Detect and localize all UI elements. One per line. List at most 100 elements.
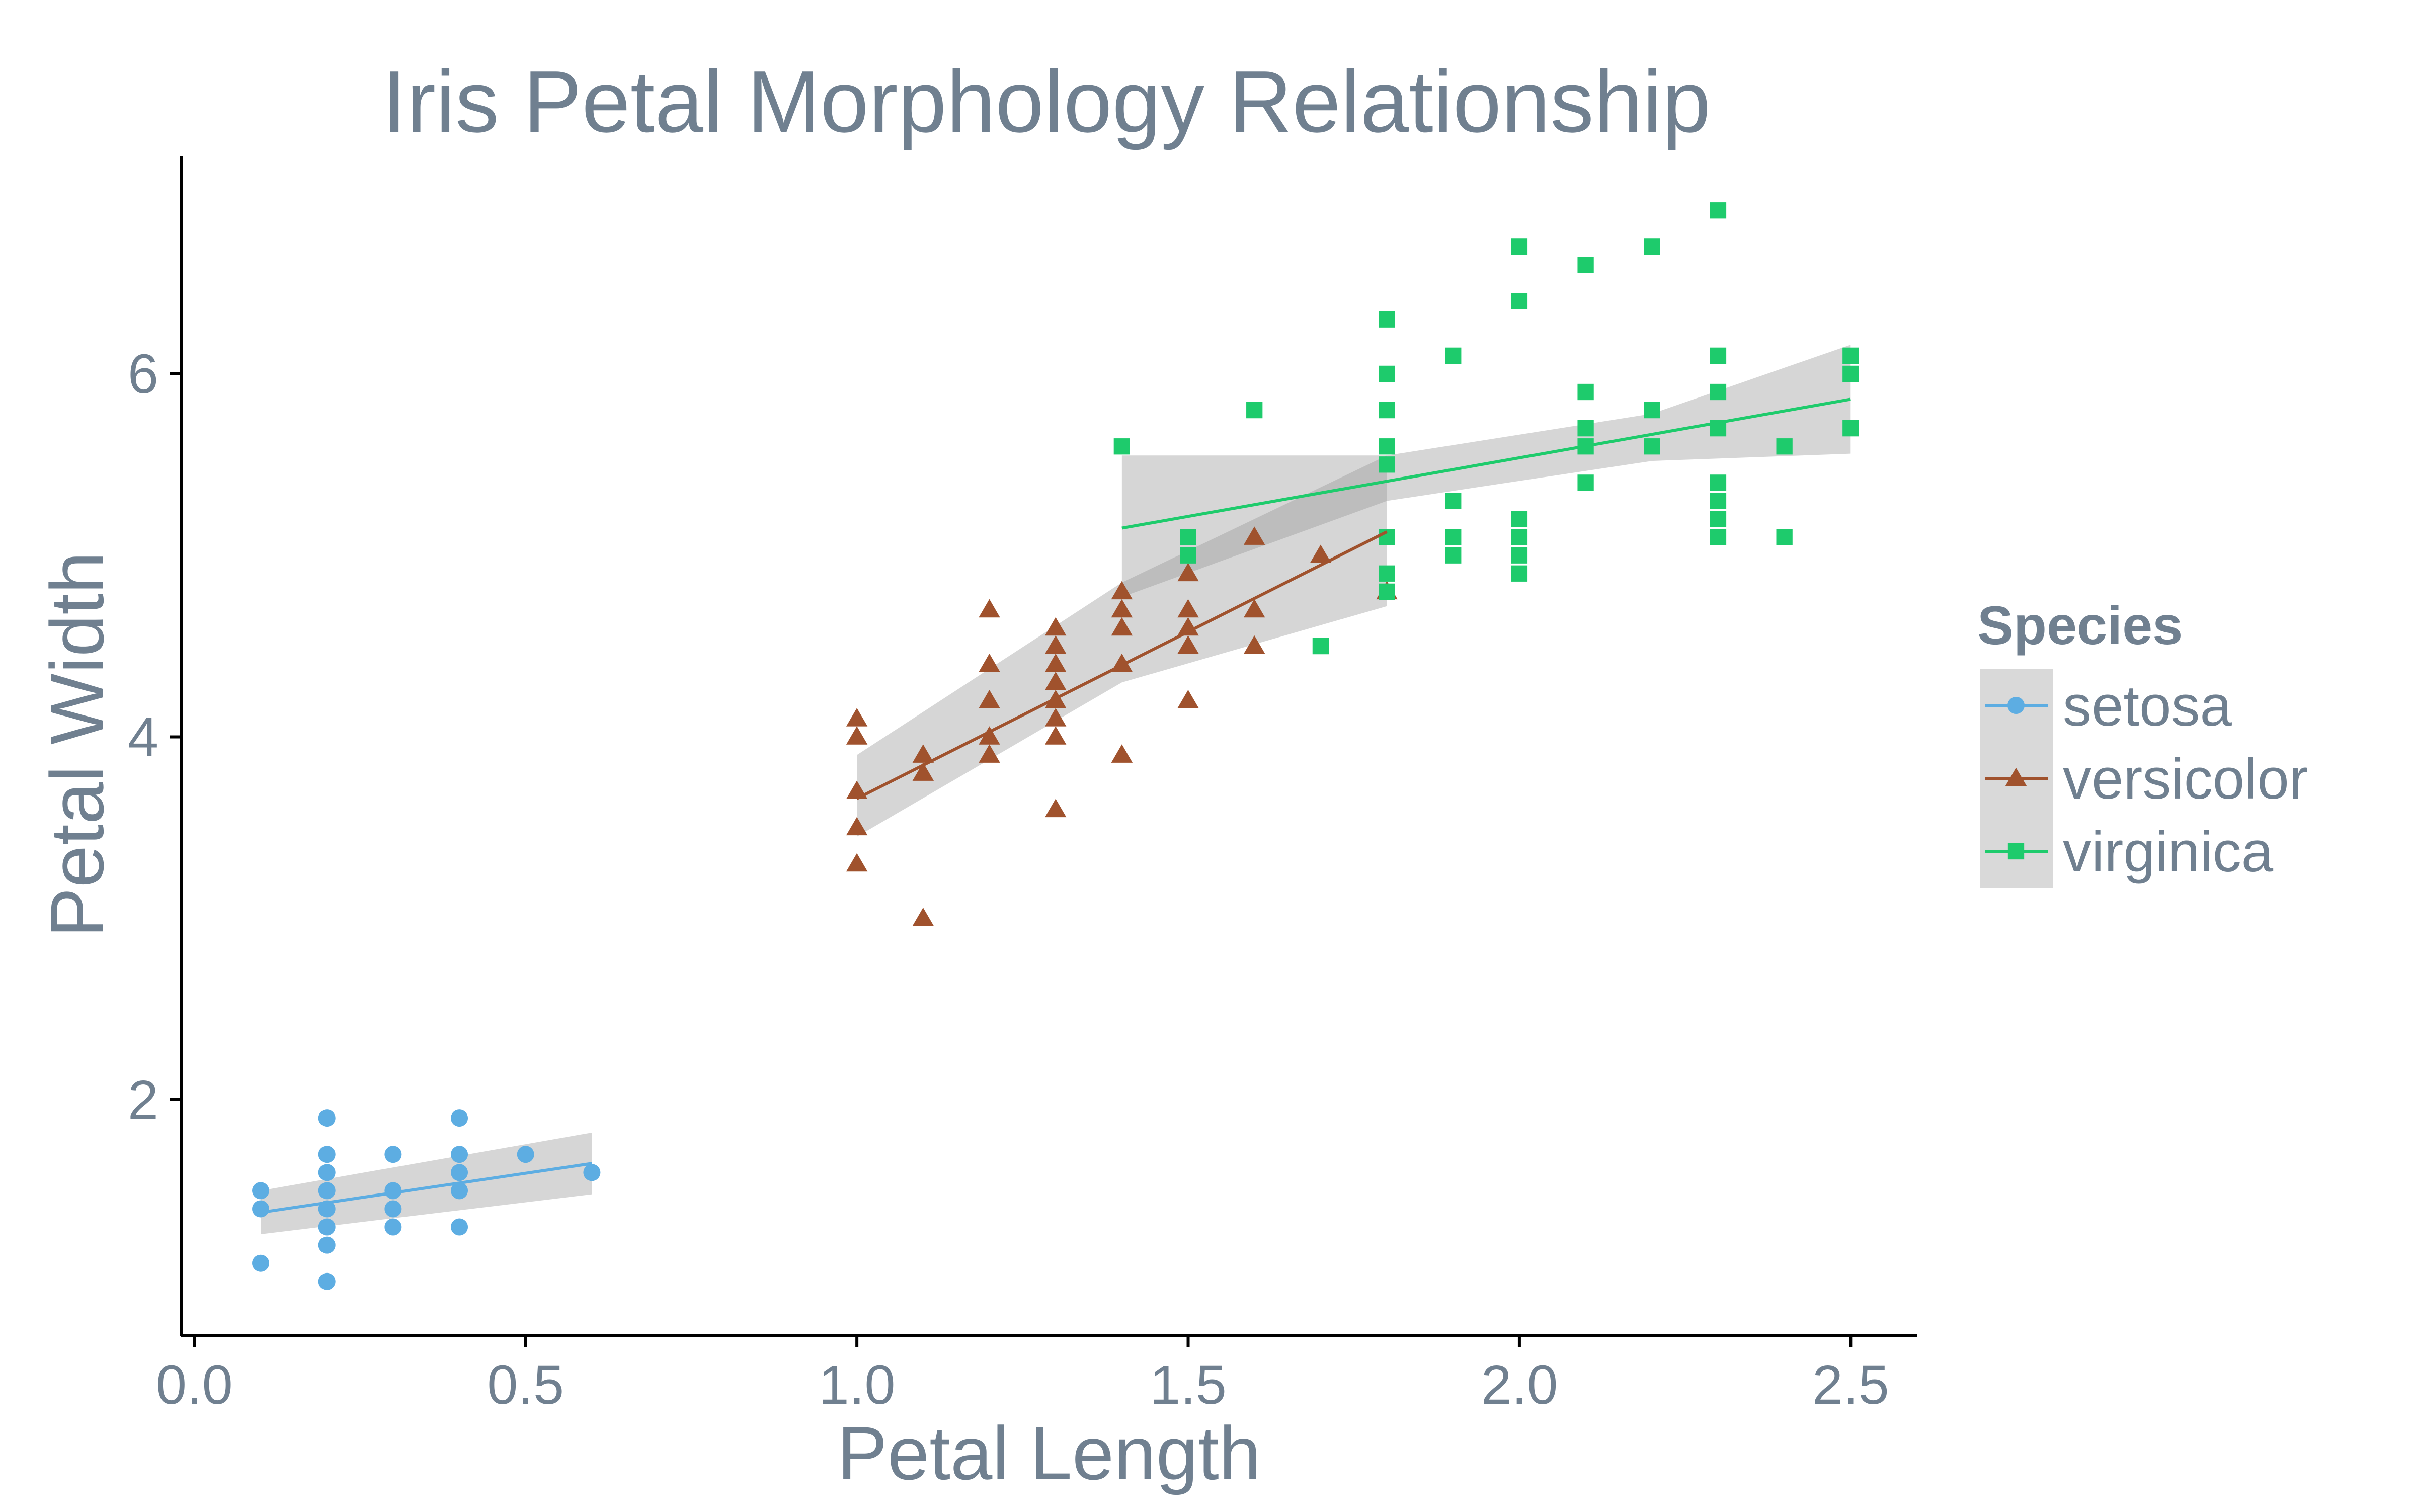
regression-lines xyxy=(260,397,1851,1214)
legend-marker-versicolor xyxy=(2005,767,2027,786)
data-point-virginica xyxy=(1710,493,1727,509)
data-point-virginica xyxy=(1710,347,1727,364)
data-point-setosa xyxy=(384,1218,402,1236)
data-point-virginica xyxy=(1577,383,1594,401)
data-point-setosa xyxy=(583,1164,601,1181)
data-point-virginica xyxy=(1644,438,1660,455)
data-point-versicolor xyxy=(1177,690,1199,708)
data-point-virginica xyxy=(1379,456,1395,473)
data-points xyxy=(252,202,1859,1290)
data-point-versicolor xyxy=(846,817,868,836)
data-point-virginica xyxy=(1312,638,1329,655)
x-tick-label: 1.0 xyxy=(819,1354,896,1416)
data-point-virginica xyxy=(1445,493,1462,509)
regression-line-setosa xyxy=(260,1162,592,1214)
data-point-versicolor xyxy=(1177,563,1199,582)
data-point-setosa xyxy=(252,1182,270,1200)
data-point-virginica xyxy=(1180,529,1196,545)
data-point-versicolor xyxy=(1044,635,1067,654)
data-point-virginica xyxy=(1511,238,1528,255)
data-point-versicolor xyxy=(1243,599,1265,618)
data-point-versicolor xyxy=(979,599,1000,618)
data-point-versicolor xyxy=(912,744,934,763)
data-point-setosa xyxy=(451,1218,468,1236)
confidence-bands xyxy=(261,345,1851,1234)
data-point-virginica xyxy=(1379,438,1395,455)
y-tick-label: 4 xyxy=(128,706,158,768)
data-point-setosa xyxy=(252,1200,270,1218)
data-point-versicolor xyxy=(1044,726,1067,745)
data-point-setosa xyxy=(451,1146,468,1163)
data-point-versicolor xyxy=(1243,635,1265,654)
x-axis-ticks: 0.0 0.5 1.0 1.5 2.0 2.5 xyxy=(156,1336,1889,1416)
data-point-versicolor xyxy=(1044,799,1067,818)
data-point-versicolor xyxy=(1177,617,1199,636)
data-point-versicolor xyxy=(1177,635,1199,654)
data-point-versicolor xyxy=(1177,599,1199,618)
x-tick-label: 2.0 xyxy=(1481,1354,1558,1416)
data-point-virginica xyxy=(1511,547,1528,564)
data-point-versicolor xyxy=(1044,653,1067,672)
data-point-virginica xyxy=(1445,547,1462,564)
legend-label-versicolor: versicolor xyxy=(2063,747,2308,811)
data-point-virginica xyxy=(1842,420,1859,437)
legend-label-virginica: virginica xyxy=(2063,820,2274,884)
data-point-versicolor xyxy=(1310,544,1332,563)
data-point-virginica xyxy=(1577,474,1594,491)
y-axis-label: Petal Width xyxy=(35,552,119,938)
legend-items: setosa versicolor virginica xyxy=(1985,674,2308,884)
data-point-versicolor xyxy=(979,726,1000,745)
data-point-versicolor xyxy=(1111,617,1133,636)
data-point-versicolor xyxy=(1111,599,1133,618)
legend: Species setosa versicolor virginica xyxy=(1977,595,2308,888)
data-point-virginica xyxy=(1842,347,1859,364)
data-point-virginica xyxy=(1379,529,1395,545)
data-point-versicolor xyxy=(846,726,868,745)
data-point-virginica xyxy=(1379,365,1395,382)
y-axis-ticks: 2 4 6 xyxy=(128,343,181,1131)
data-point-versicolor xyxy=(912,762,934,781)
regression-line-virginica xyxy=(1121,397,1851,530)
data-point-virginica xyxy=(1842,365,1859,382)
data-point-setosa xyxy=(318,1182,336,1200)
data-point-virginica xyxy=(1511,529,1528,545)
data-point-virginica xyxy=(1445,347,1462,364)
legend-label-setosa: setosa xyxy=(2063,674,2232,738)
data-point-setosa xyxy=(318,1218,336,1236)
data-point-versicolor xyxy=(846,708,868,727)
legend-marker-setosa xyxy=(2007,697,2025,714)
x-tick-label: 0.5 xyxy=(487,1354,564,1416)
data-point-setosa xyxy=(384,1200,402,1218)
data-point-virginica xyxy=(1379,583,1395,600)
confidence-band-virginica xyxy=(1121,345,1851,597)
data-point-setosa xyxy=(318,1272,336,1290)
regression-line-versicolor xyxy=(856,530,1388,800)
data-point-virginica xyxy=(1379,311,1395,328)
data-point-setosa xyxy=(252,1254,270,1272)
data-point-virginica xyxy=(1710,511,1727,527)
data-point-virginica xyxy=(1511,511,1528,527)
legend-title: Species xyxy=(1977,595,2183,656)
data-point-virginica xyxy=(1710,383,1727,401)
data-point-virginica xyxy=(1445,529,1462,545)
data-point-setosa xyxy=(318,1146,336,1163)
data-point-virginica xyxy=(1180,547,1196,564)
data-point-virginica xyxy=(1511,565,1528,582)
confidence-band-setosa xyxy=(261,1132,592,1234)
legend-marker-virginica xyxy=(2007,843,2025,860)
data-point-setosa xyxy=(384,1146,402,1163)
data-point-versicolor xyxy=(1111,744,1133,763)
x-tick-label: 0.0 xyxy=(156,1354,233,1416)
y-tick-label: 6 xyxy=(128,343,158,405)
data-point-versicolor xyxy=(1044,671,1067,690)
data-point-virginica xyxy=(1776,529,1793,545)
data-point-virginica xyxy=(1511,293,1528,309)
data-point-virginica xyxy=(1246,402,1263,419)
x-tick-label: 2.5 xyxy=(1812,1354,1889,1416)
data-point-versicolor xyxy=(846,853,868,872)
data-point-virginica xyxy=(1776,438,1793,455)
data-point-versicolor xyxy=(1044,708,1067,727)
x-tick-label: 1.5 xyxy=(1150,1354,1227,1416)
data-point-setosa xyxy=(517,1146,534,1163)
